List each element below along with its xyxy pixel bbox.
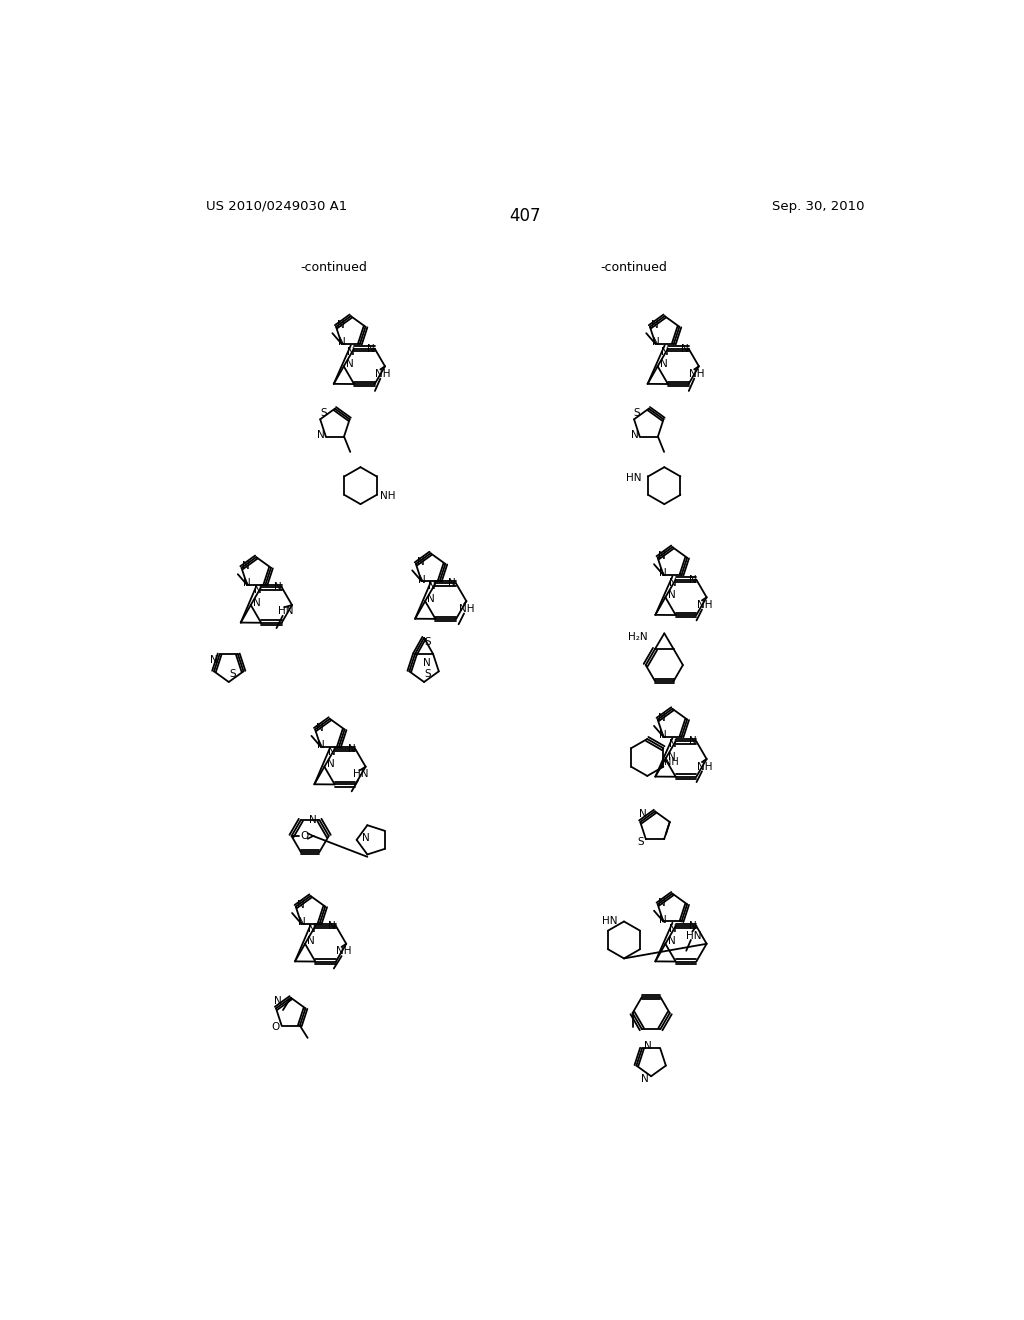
Text: N: N — [650, 321, 658, 330]
Text: N: N — [347, 744, 355, 754]
Text: N: N — [658, 713, 667, 723]
Text: NH: NH — [336, 946, 351, 957]
Text: S: S — [634, 408, 640, 418]
Text: N: N — [362, 833, 370, 842]
Text: N: N — [347, 347, 355, 356]
Text: N: N — [641, 1073, 649, 1084]
Text: N: N — [337, 321, 344, 330]
Text: HN: HN — [627, 473, 642, 483]
Text: O: O — [301, 832, 309, 841]
Text: N: N — [669, 739, 677, 750]
Text: US 2010/0249030 A1: US 2010/0249030 A1 — [206, 199, 347, 213]
Text: N: N — [428, 582, 436, 591]
Text: HN: HN — [353, 770, 369, 779]
Text: -continued: -continued — [601, 261, 668, 275]
Text: N: N — [367, 343, 375, 354]
Text: N: N — [688, 921, 696, 931]
Text: Sep. 30, 2010: Sep. 30, 2010 — [772, 199, 864, 213]
Text: N: N — [668, 590, 676, 601]
Text: N: N — [659, 730, 668, 741]
Text: NH: NH — [380, 491, 395, 502]
Text: N: N — [317, 430, 325, 440]
Text: N: N — [688, 574, 696, 585]
Text: N: N — [668, 936, 676, 946]
Text: N: N — [315, 723, 324, 733]
Text: S: S — [637, 837, 644, 846]
Text: S: S — [425, 669, 431, 680]
Text: N: N — [669, 578, 677, 587]
Text: S: S — [425, 636, 431, 647]
Text: N: N — [658, 552, 667, 561]
Text: N: N — [681, 343, 688, 354]
Text: HN: HN — [279, 606, 294, 616]
Text: NH: NH — [689, 370, 705, 379]
Text: N: N — [327, 759, 335, 770]
Text: N: N — [328, 921, 336, 931]
Text: N: N — [210, 655, 217, 665]
Text: N: N — [308, 924, 316, 935]
Text: O: O — [271, 1022, 280, 1032]
Text: N: N — [659, 915, 668, 925]
Text: N: N — [243, 561, 250, 572]
Text: N: N — [644, 1041, 652, 1051]
Text: N: N — [659, 569, 668, 578]
Text: N: N — [651, 338, 659, 347]
Text: N: N — [298, 917, 305, 927]
Text: N: N — [253, 598, 261, 607]
Text: N: N — [297, 900, 304, 909]
Text: N: N — [659, 359, 668, 370]
Text: HN: HN — [686, 931, 701, 941]
Text: N: N — [418, 574, 425, 585]
Text: N: N — [631, 430, 639, 440]
Text: N: N — [658, 898, 667, 908]
Text: N: N — [417, 557, 424, 568]
Text: N: N — [274, 582, 282, 593]
Text: NH: NH — [459, 603, 474, 614]
Text: N: N — [309, 814, 317, 825]
Text: -continued: -continued — [300, 261, 367, 275]
Text: N: N — [244, 578, 251, 589]
Text: N: N — [668, 751, 676, 762]
Text: N: N — [639, 809, 646, 820]
Text: N: N — [423, 659, 431, 668]
Text: N: N — [346, 359, 354, 370]
Text: N: N — [307, 936, 315, 946]
Text: N: N — [338, 338, 345, 347]
Text: N: N — [274, 995, 283, 1006]
Text: 407: 407 — [509, 207, 541, 226]
Text: N: N — [328, 747, 336, 758]
Text: N: N — [254, 585, 262, 595]
Text: NH: NH — [375, 370, 390, 379]
Text: N: N — [669, 924, 677, 935]
Text: N: N — [316, 741, 325, 750]
Text: N: N — [660, 347, 669, 356]
Text: NH: NH — [696, 762, 712, 772]
Text: NH: NH — [696, 601, 712, 610]
Text: NH: NH — [664, 758, 679, 767]
Text: S: S — [229, 669, 236, 680]
Text: HN: HN — [602, 916, 617, 927]
Text: N: N — [449, 578, 456, 589]
Text: S: S — [319, 408, 327, 418]
Text: H₂N: H₂N — [628, 632, 647, 643]
Text: N: N — [427, 594, 435, 603]
Text: N: N — [688, 737, 696, 746]
